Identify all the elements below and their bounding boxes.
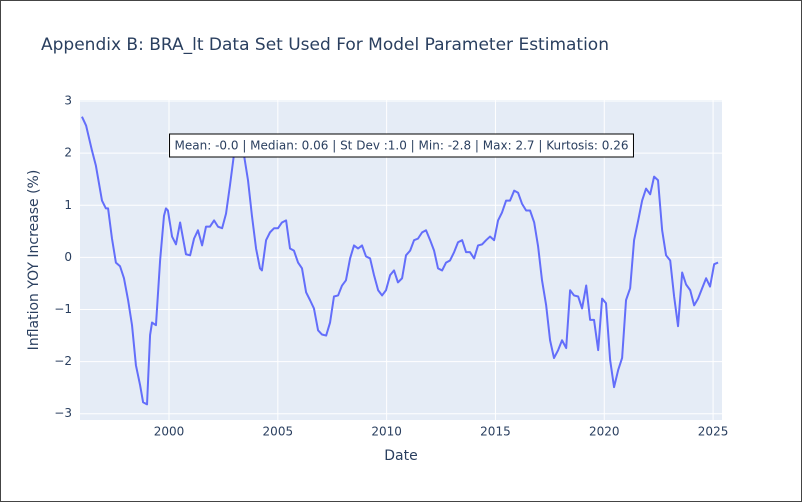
x-tick-label: 2020	[589, 425, 620, 439]
data-line	[81, 116, 719, 406]
x-tick-label: 2015	[480, 425, 511, 439]
x-tick-label: 2025	[698, 425, 729, 439]
chart-title: Appendix B: BRA_lt Data Set Used For Mod…	[41, 35, 609, 55]
annotation: Mean: -0.0 | Median: 0.06 | St Dev :1.0 …	[175, 139, 629, 153]
y-tick-label: −2	[54, 354, 72, 368]
y-tick-label: 3	[64, 94, 72, 108]
x-tick-label: 2005	[263, 425, 294, 439]
y-tick-label: −3	[54, 406, 72, 420]
x-tick-label: 2010	[371, 425, 402, 439]
y-tick-label: 0	[64, 250, 72, 264]
y-tick-label: 1	[64, 198, 72, 212]
y-tick-label: 2	[64, 146, 72, 160]
y-axis-title: Inflation YOY Increase (%)	[26, 170, 42, 351]
marks	[81, 116, 719, 406]
x-tick-label: 2000	[154, 425, 185, 439]
annotation-box	[169, 133, 634, 158]
x-axis-title: Date	[384, 448, 417, 464]
y-tick-label: −1	[54, 302, 72, 316]
